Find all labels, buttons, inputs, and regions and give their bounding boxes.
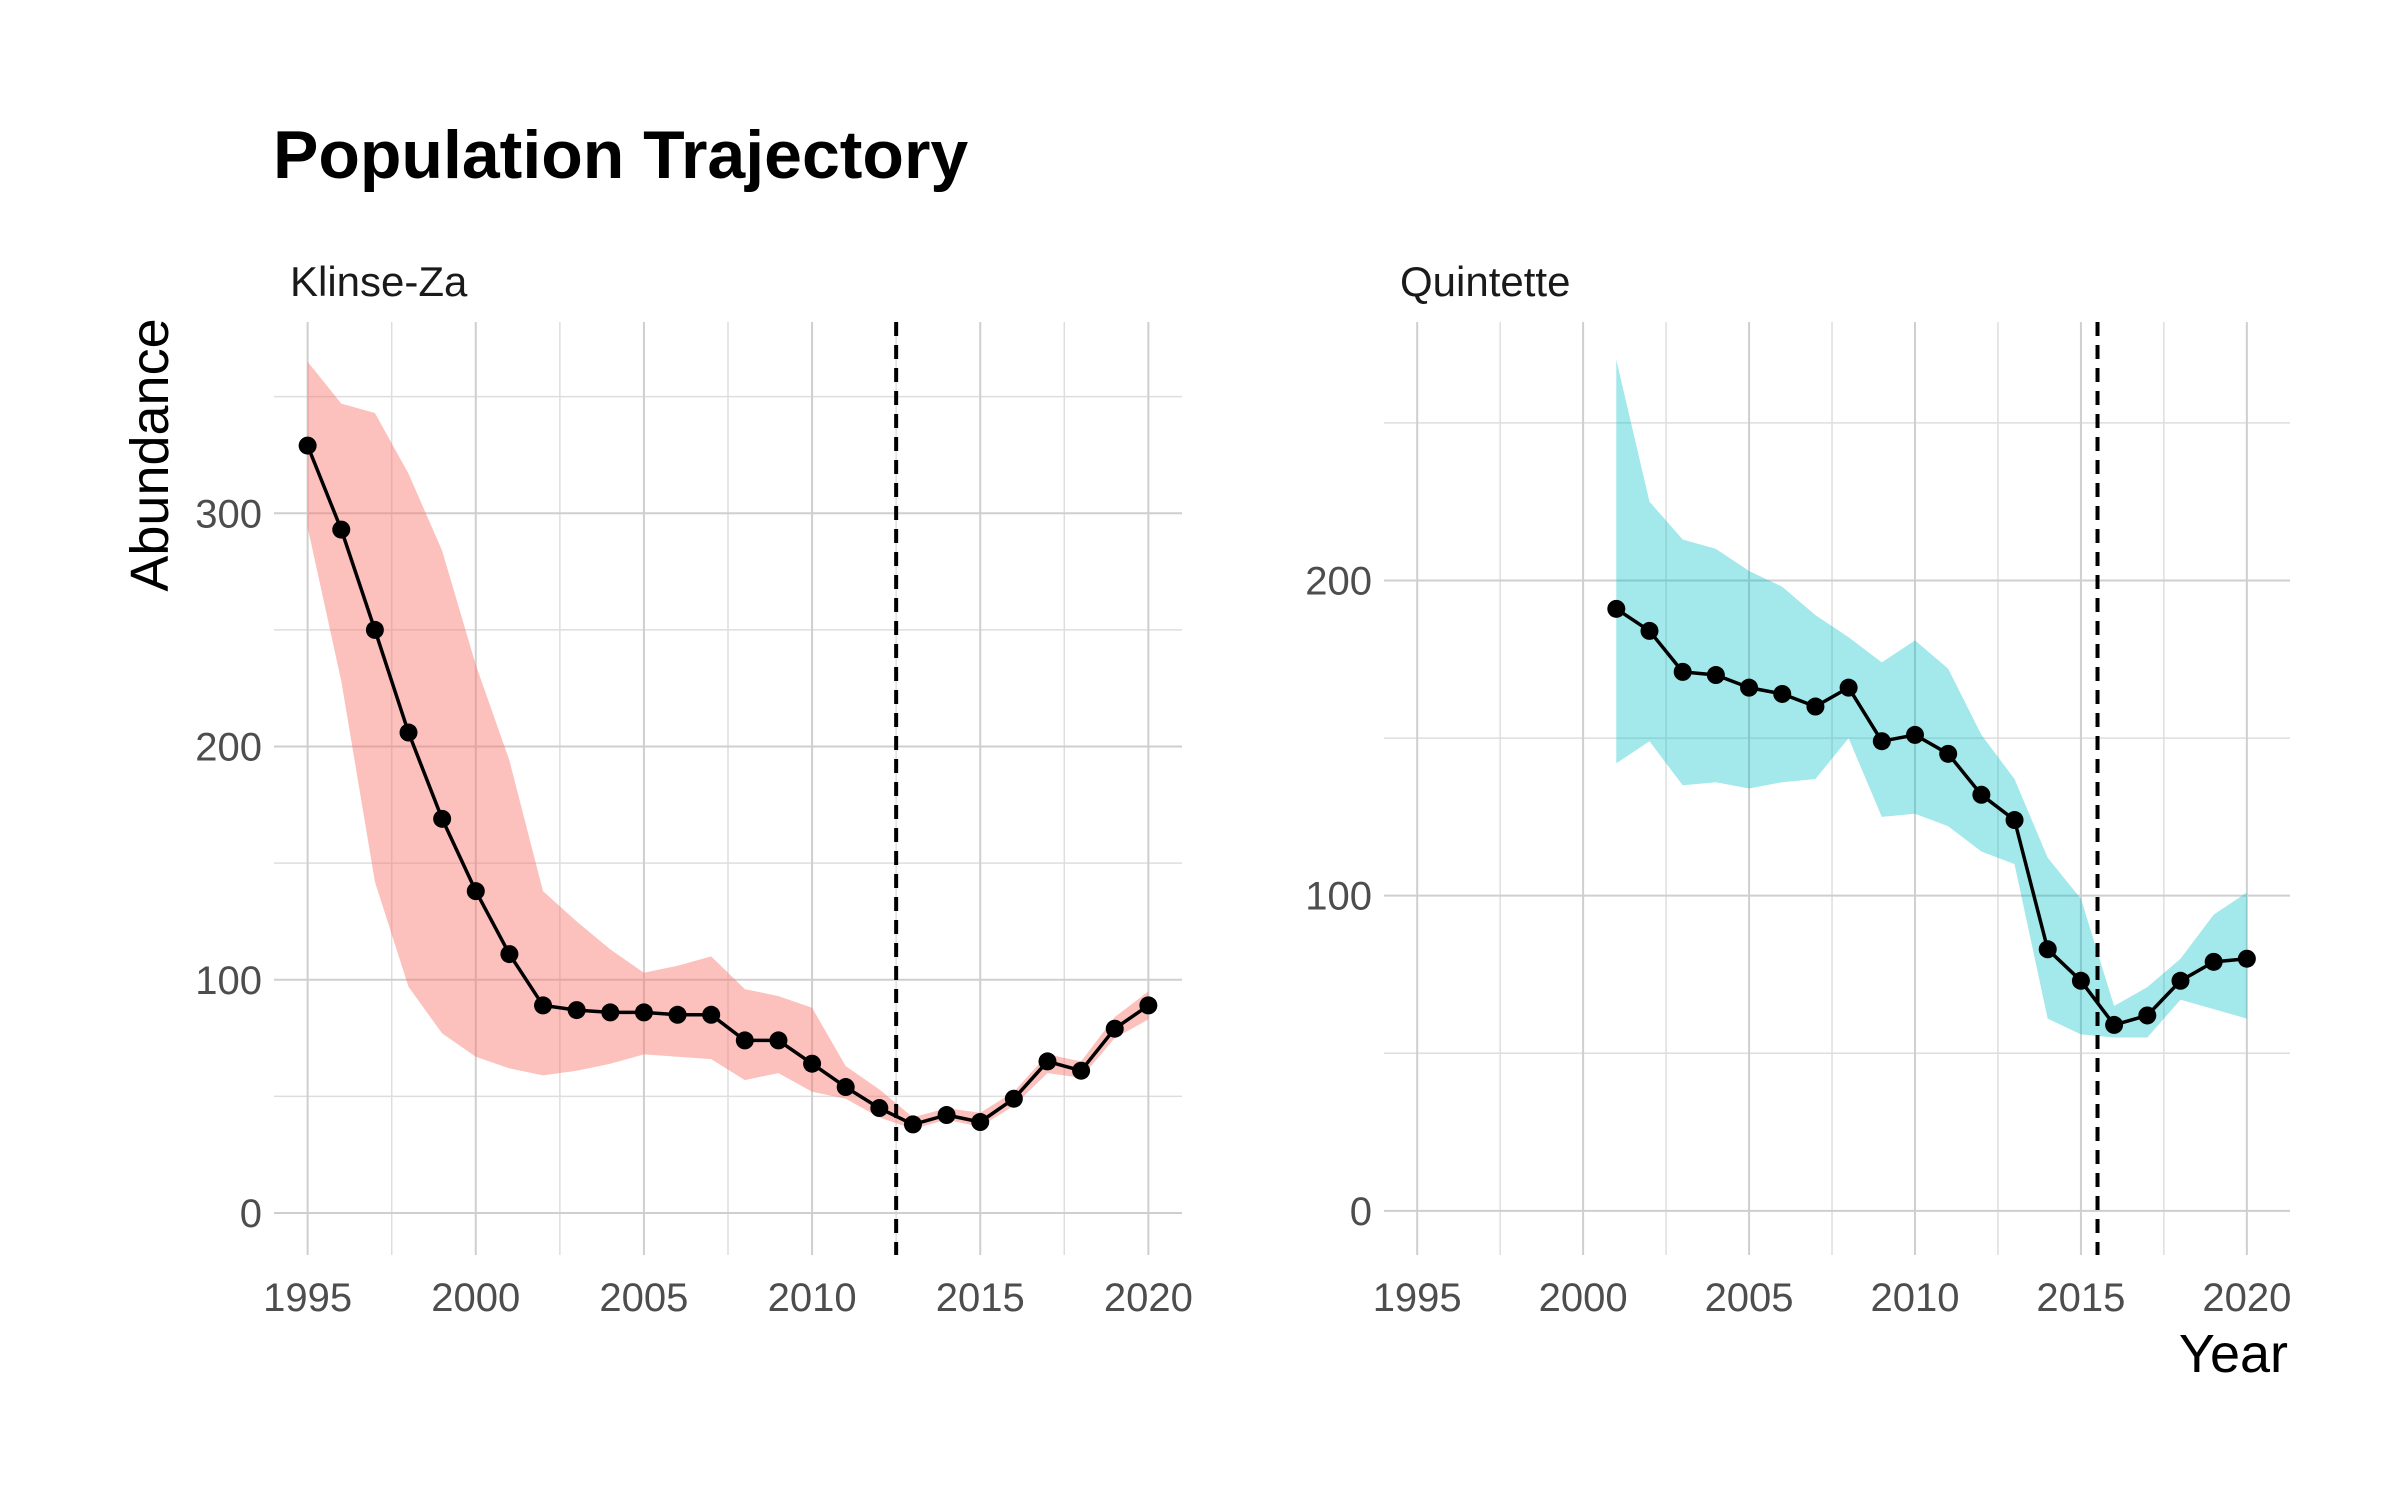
abundance-point: [2204, 952, 2223, 971]
abundance-point: [1972, 785, 1991, 804]
x-axis-label: Year: [2179, 1324, 2288, 1384]
abundance-point: [567, 1001, 586, 1020]
x-tick-label: 2010: [768, 1276, 857, 1320]
x-tick-label: 2015: [936, 1276, 1025, 1320]
abundance-point: [1105, 1019, 1124, 1038]
abundance-point: [2237, 949, 2256, 968]
abundance-point: [466, 882, 485, 901]
facet-label: Quintette: [1400, 258, 1570, 305]
y-tick-label: 200: [1305, 559, 1372, 603]
abundance-point: [1004, 1089, 1023, 1108]
abundance-point: [937, 1106, 956, 1125]
y-tick-label: 100: [1305, 875, 1372, 919]
abundance-point: [399, 723, 418, 742]
confidence-ribbon: [307, 361, 1149, 1129]
abundance-point: [1939, 744, 1958, 763]
y-axis-label: Abundance: [120, 318, 180, 591]
abundance-point: [803, 1054, 822, 1073]
confidence-ribbon: [1616, 359, 2247, 1038]
x-tick-label: 2000: [1539, 1276, 1628, 1320]
x-tick-label: 2000: [431, 1276, 520, 1320]
abundance-point: [500, 945, 519, 964]
abundance-point: [1905, 725, 1924, 744]
x-tick-label: 1995: [263, 1276, 352, 1320]
abundance-point: [332, 520, 351, 539]
abundance-point: [836, 1078, 855, 1097]
abundance-point: [735, 1031, 754, 1050]
abundance-point: [433, 809, 452, 828]
abundance-point: [2138, 1006, 2157, 1025]
abundance-point: [971, 1113, 990, 1132]
x-tick-label: 1995: [1373, 1276, 1462, 1320]
abundance-point: [1806, 697, 1825, 716]
y-tick-label: 200: [195, 726, 262, 770]
abundance-point: [1607, 599, 1626, 618]
abundance-point: [1038, 1052, 1057, 1071]
x-tick-label: 2010: [1870, 1276, 1959, 1320]
abundance-point: [870, 1099, 889, 1118]
abundance-point: [1673, 662, 1692, 681]
y-tick-label: 100: [195, 959, 262, 1003]
x-tick-label: 2020: [1104, 1276, 1193, 1320]
abundance-point: [2105, 1015, 2124, 1034]
x-tick-label: 2005: [1705, 1276, 1794, 1320]
abundance-point: [2071, 971, 2090, 990]
abundance-point: [702, 1005, 721, 1024]
abundance-point: [534, 996, 553, 1015]
abundance-point: [769, 1031, 788, 1050]
abundance-point: [1706, 666, 1725, 685]
abundance-point: [1640, 621, 1659, 640]
chart-title: Population Trajectory: [273, 117, 968, 193]
abundance-point: [298, 436, 317, 455]
abundance-point: [2171, 971, 2190, 990]
abundance-point: [601, 1003, 620, 1022]
x-tick-label: 2005: [599, 1276, 688, 1320]
abundance-point: [903, 1115, 922, 1134]
abundance-point: [1839, 678, 1858, 697]
x-tick-label: 2015: [2036, 1276, 2125, 1320]
abundance-point: [1072, 1061, 1091, 1080]
abundance-point: [2005, 811, 2024, 830]
abundance-point: [2038, 940, 2057, 959]
y-tick-label: 0: [240, 1192, 262, 1236]
panel-klinse-za: 1995 2000 2005 2010 2015 2020 0 100 200 300 Klinse…: [195, 258, 1193, 1320]
abundance-point: [1872, 732, 1891, 751]
y-tick-label: 0: [1350, 1190, 1372, 1234]
facet-label: Klinse-Za: [290, 258, 468, 305]
abundance-point: [668, 1005, 687, 1024]
abundance-point: [1773, 684, 1792, 703]
abundance-point: [1139, 996, 1158, 1015]
abundance-point: [634, 1003, 653, 1022]
y-tick-label: 300: [195, 492, 262, 536]
abundance-point: [1740, 678, 1759, 697]
x-tick-label: 2020: [2202, 1276, 2291, 1320]
panel-quintette: 1995 2000 2005 2010 2015 2020 0 100 200 Quintette: [1305, 258, 2291, 1320]
abundance-point: [365, 620, 384, 639]
